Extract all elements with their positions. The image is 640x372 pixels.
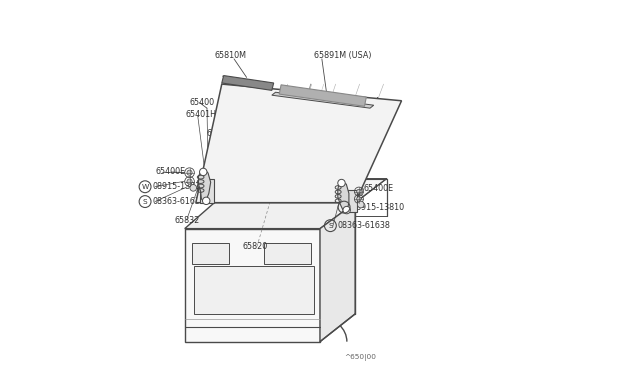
Text: ^650|00: ^650|00 xyxy=(344,354,376,361)
Text: 65891M (USA): 65891M (USA) xyxy=(314,51,372,60)
Polygon shape xyxy=(214,179,387,203)
Text: 65832: 65832 xyxy=(296,154,321,163)
Text: 08915-13810: 08915-13810 xyxy=(351,203,404,212)
Text: 65400: 65400 xyxy=(189,98,214,107)
Text: 65401H: 65401H xyxy=(186,110,217,119)
Polygon shape xyxy=(185,229,320,341)
Polygon shape xyxy=(338,182,349,212)
Circle shape xyxy=(187,179,192,184)
Text: 65820E: 65820E xyxy=(207,128,237,138)
Circle shape xyxy=(356,197,361,201)
Polygon shape xyxy=(185,203,355,229)
Circle shape xyxy=(200,168,207,176)
Circle shape xyxy=(190,185,196,191)
Circle shape xyxy=(202,197,210,205)
Circle shape xyxy=(343,206,350,214)
Text: 65400E: 65400E xyxy=(155,167,185,176)
Text: S: S xyxy=(143,199,147,205)
Polygon shape xyxy=(200,179,214,203)
Circle shape xyxy=(187,170,192,175)
Polygon shape xyxy=(320,203,355,341)
Polygon shape xyxy=(194,266,314,314)
Polygon shape xyxy=(264,243,311,264)
Polygon shape xyxy=(192,243,229,264)
Polygon shape xyxy=(344,190,357,212)
Circle shape xyxy=(356,189,361,194)
Circle shape xyxy=(357,201,364,208)
Circle shape xyxy=(338,179,345,187)
Text: 65400E: 65400E xyxy=(364,184,394,193)
Text: 65401: 65401 xyxy=(303,147,328,156)
Text: 65820: 65820 xyxy=(243,242,268,251)
Text: 08915-13810: 08915-13810 xyxy=(152,182,205,191)
Text: 08363-61638: 08363-61638 xyxy=(152,197,205,206)
Text: 65810M: 65810M xyxy=(214,51,246,60)
Polygon shape xyxy=(222,76,274,90)
Polygon shape xyxy=(198,169,211,203)
Text: 65100: 65100 xyxy=(291,145,316,154)
Text: 65401H: 65401H xyxy=(324,160,355,169)
Text: S: S xyxy=(328,223,333,229)
Polygon shape xyxy=(272,92,374,108)
Text: W: W xyxy=(340,204,348,210)
Text: W: W xyxy=(141,184,148,190)
Polygon shape xyxy=(279,85,366,106)
Text: 65832: 65832 xyxy=(175,216,200,225)
Polygon shape xyxy=(196,84,401,203)
Text: 08363-61638: 08363-61638 xyxy=(338,221,390,230)
